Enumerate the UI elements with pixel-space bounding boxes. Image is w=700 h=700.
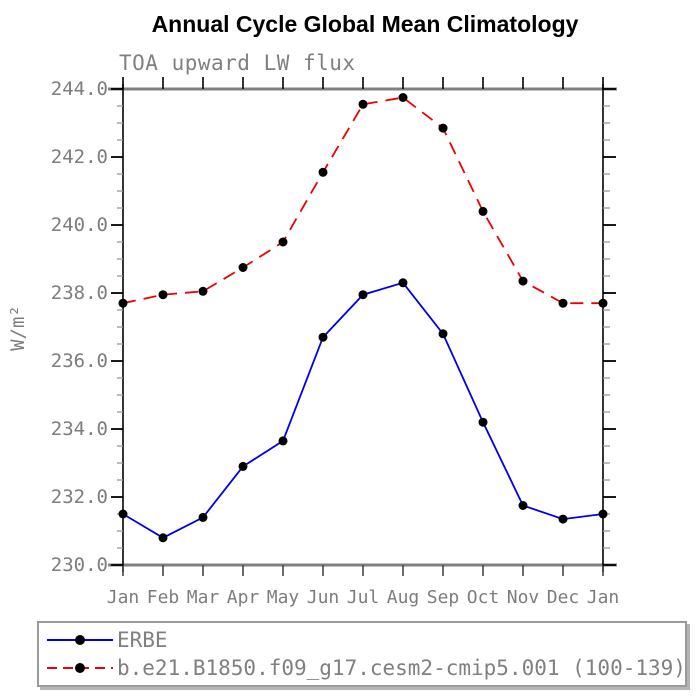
series-point [478,417,488,427]
y-axis-tick-label: 238.0 [51,282,108,304]
series-point [438,123,448,133]
x-axis-tick-label: Mar [187,587,220,608]
series-line-erbe [122,281,604,539]
series-point [358,290,368,300]
y-axis-unit-label: W/m² [7,305,29,351]
x-axis-tick-label: Oct [467,587,500,608]
chart-title: Annual Cycle Global Mean Climatology [151,11,579,37]
series-point [518,501,528,510]
series-point [278,237,288,247]
x-axis-tick-label: Apr [227,587,260,608]
y-axis-tick-label: 236.0 [51,350,108,372]
x-axis-tick-label: Aug [387,587,420,608]
series-point [398,278,408,288]
series-point [118,298,128,308]
chart-subtitle: TOA upward LW flux [119,51,356,75]
series-point [558,514,568,524]
legend-label-model: b.e21.B1850.f09_g17.cesm2-cmip5.001 (100… [117,656,686,680]
series-line-model [122,96,603,305]
series-point [598,509,608,519]
series-point [238,263,248,272]
legend-marker-sample [75,663,85,673]
x-axis-tick-label: Jan [107,587,140,608]
legend-marker-sample [75,635,85,645]
series-point [558,298,568,308]
x-axis-tick-label: Dec [547,587,580,608]
y-axis-tick-label: 242.0 [51,146,108,168]
series-point [598,298,608,308]
legend-entry-model: b.e21.B1850.f09_g17.cesm2-cmip5.001 (100… [45,655,686,681]
y-axis-tick-label: 240.0 [51,214,108,236]
x-axis-tick-label: Feb [147,587,180,608]
series-point [198,286,208,296]
series-point [278,436,288,446]
series-point [158,533,168,543]
legend-entry-erbe: ERBE [45,627,168,653]
series-point [318,332,328,342]
x-axis-tick-label: Nov [507,587,540,608]
series-point [118,509,128,519]
x-axis-tick-label: Jan [587,587,620,608]
series-point [438,329,448,339]
series-point [358,99,368,109]
y-axis-tick-label: 232.0 [51,486,108,508]
legend-label-erbe: ERBE [117,628,168,652]
legend-swatch-model [47,663,113,673]
chart-plot-area: Jan Feb Mar Apr May Jun Jul Aug Sep Oct Nov Dec Jan 2… [7,77,620,608]
x-axis-tick-label: May [267,587,300,608]
y-axis-tick-label: 244.0 [51,78,108,100]
series-point [518,276,528,286]
legend-swatch-erbe [47,635,113,645]
series-point [238,461,248,471]
legend-box: ERBE b.e21.B1850.f09_g17.cesm2-cmip5.001… [37,621,687,687]
series-point [158,290,168,300]
series-point [398,93,408,102]
x-axis-tick-label: Sep [427,587,460,608]
x-axis-tick-label: Jun [307,587,340,608]
series-point [198,512,208,522]
series-point [318,167,328,177]
series-point [478,206,488,216]
y-axis-tick-label: 230.0 [51,554,108,576]
x-axis-tick-label: Jul [347,587,380,608]
y-axis-tick-label: 234.0 [51,418,108,440]
